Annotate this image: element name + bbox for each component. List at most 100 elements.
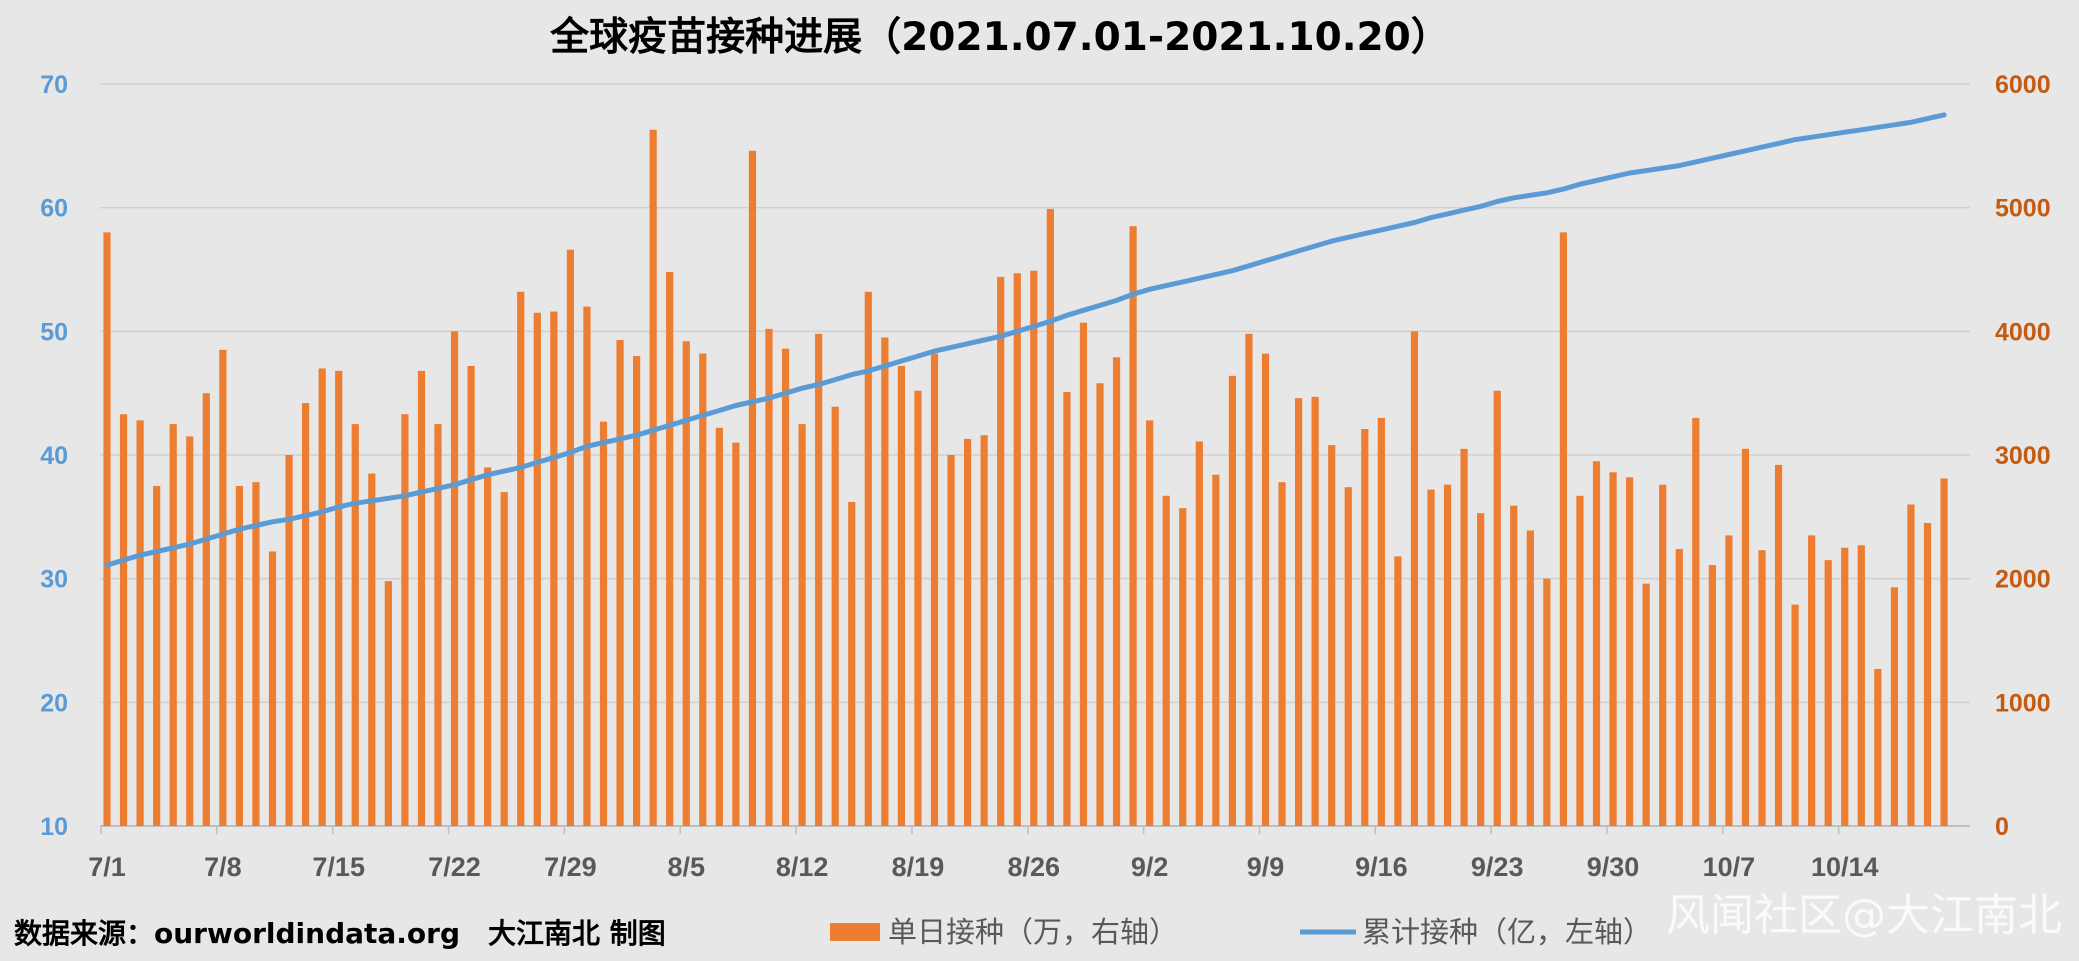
daily-bar [235,485,243,826]
daily-bar [1129,226,1137,826]
daily-bar [1311,396,1319,826]
x-tick-label: 10/7 [1703,852,1756,882]
daily-bar [699,353,707,826]
daily-bar [1295,398,1303,826]
daily-bar [401,414,409,826]
left-tick-label: 40 [40,442,68,470]
daily-bar [964,438,972,826]
x-axis: 7/1 7/8 7/15 7/22 7/29 8/5 8/12 8/19 8/26 9/2 9/9 9… [88,826,1879,882]
daily-bar [1824,560,1832,826]
daily-bar [384,581,392,826]
daily-bar [252,482,260,826]
x-tick-label: 7/22 [428,852,481,882]
daily-bar [467,365,475,826]
legend-bar-label: 单日接种（万，右轴） [888,915,1178,949]
right-tick-label: 0 [1995,813,2009,841]
cumulative-line [104,112,1947,568]
left-axis: 10 20 30 40 50 60 70 [40,71,68,841]
daily-bar [616,339,624,826]
daily-bar [1576,495,1584,826]
daily-bar [1377,417,1385,826]
daily-bar [1808,535,1816,826]
x-tick-label: 9/9 [1247,852,1285,882]
daily-bar [417,370,426,826]
x-tick-label: 9/2 [1131,852,1169,882]
daily-bar [1030,270,1038,826]
daily-bar [1063,391,1071,826]
daily-bar [1046,208,1054,827]
daily-bar [980,435,988,826]
right-tick-label: 5000 [1995,195,2051,223]
daily-bar [1493,390,1501,826]
daily-bar [1791,604,1799,826]
daily-bar [930,353,939,826]
legend: 单日接种（万，右轴） 累计接种（亿，左轴） [830,915,1652,949]
daily-bar [599,421,608,826]
x-tick-label: 9/16 [1355,852,1408,882]
legend-line-label: 累计接种（亿，左轴） [1362,915,1652,949]
daily-bar [1907,504,1915,826]
daily-bar [1013,273,1021,827]
daily-bar [1526,530,1534,826]
daily-bar [897,365,905,826]
daily-bar [864,291,872,826]
daily-bar [1543,578,1551,826]
daily-bar [715,427,723,826]
left-tick-label: 70 [40,71,68,99]
daily-bar [1443,484,1452,826]
daily-bar [368,473,376,826]
daily-bar [1427,489,1435,826]
left-tick-label: 60 [40,195,68,223]
right-tick-label: 6000 [1995,71,2051,99]
x-tick-label: 7/29 [544,852,597,882]
daily-bar [484,467,492,826]
daily-bar [1692,417,1700,826]
daily-bar [649,129,657,827]
left-tick-label: 50 [40,318,68,346]
daily-bar [302,403,310,826]
daily-bar [1559,232,1567,826]
daily-bar [1477,513,1485,826]
daily-bar [1460,448,1468,826]
daily-bar [947,455,955,826]
daily-bar [219,349,227,826]
x-tick-label: 7/1 [88,852,126,882]
daily-bar [566,249,574,827]
daily-bar [1179,508,1187,826]
daily-bar [1112,357,1121,826]
daily-bar [633,356,641,826]
daily-bar [1278,482,1286,826]
daily-bar [765,328,773,826]
daily-bar [1758,550,1766,826]
right-tick-label: 2000 [1995,566,2051,594]
daily-bar [583,306,591,827]
daily-bar [1096,383,1104,826]
daily-bar [831,406,839,826]
daily-bar [136,420,144,826]
daily-bar [434,424,442,826]
x-tick-label: 8/19 [892,852,945,882]
daily-bar [1741,448,1750,826]
cumulative-series-line [104,112,1947,568]
daily-bar [1857,545,1865,826]
daily-bar [1344,487,1352,826]
daily-bar [682,341,690,826]
x-tick-label: 8/5 [667,852,705,882]
daily-bar [1212,474,1220,826]
daily-bar [1361,429,1369,826]
chart-title: 全球疫苗接种进展（2021.07.01-2021.10.20） [549,15,1450,60]
daily-bar [1609,472,1617,826]
daily-bar [1675,548,1683,826]
daily-bar [1146,420,1154,826]
daily-bar [748,150,757,826]
daily-bar [1659,484,1667,826]
daily-bar [1708,565,1716,826]
daily-bar [500,492,508,826]
daily-bar [202,393,210,826]
daily-bar [119,414,128,826]
daily-bar [1261,353,1270,826]
daily-bar [1510,505,1518,826]
daily-bar [285,455,293,826]
daily-bar [1923,523,1932,826]
daily-bar [186,436,194,826]
